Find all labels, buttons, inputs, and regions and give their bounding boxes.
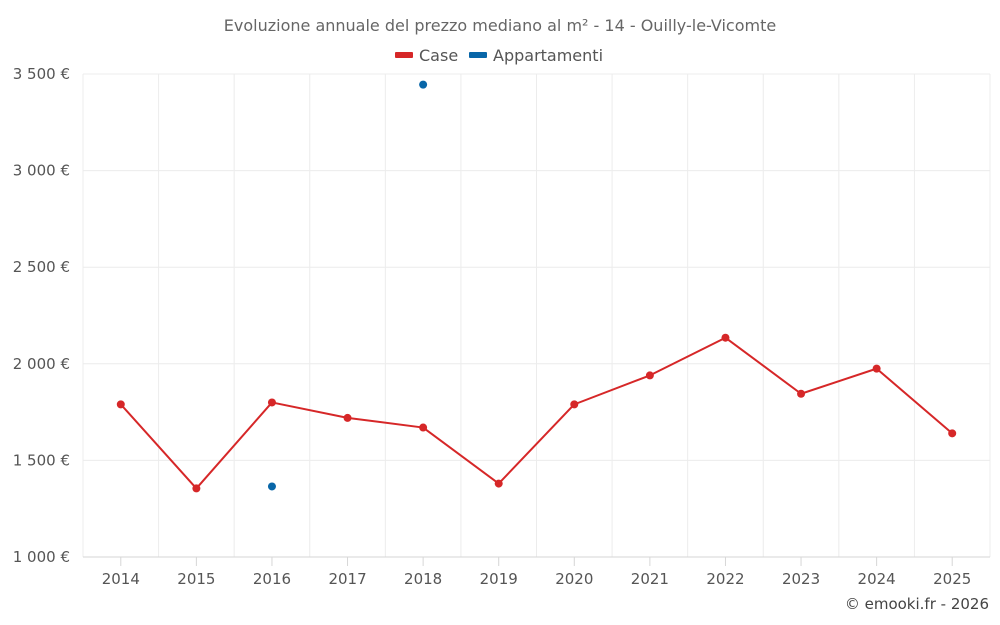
series-line-segment — [648, 336, 727, 377]
x-axis: 2014 2015 2016 2017 2018 2019 2020 2021 2022 2023… — [83, 556, 990, 588]
data-point[interactable] — [267, 398, 276, 407]
x-tick-label: 2023 — [782, 570, 820, 588]
series-line-segment — [573, 374, 651, 406]
legend[interactable]: Case Appartamenti — [395, 46, 603, 65]
y-tick-label: 3 000 € — [13, 162, 70, 180]
legend-item-case[interactable]: Case — [395, 46, 458, 65]
x-tick-label: 2016 — [253, 570, 291, 588]
x-tick-label: 2024 — [858, 570, 896, 588]
grid — [82, 73, 991, 557]
x-tick-label: 2020 — [555, 570, 593, 588]
x-tick-label: 2019 — [480, 570, 518, 588]
series-line-segment — [422, 426, 500, 485]
series-line-segment — [875, 367, 954, 435]
data-point[interactable] — [343, 413, 352, 422]
data-point[interactable] — [419, 80, 428, 89]
chart-title: Evoluzione annuale del prezzo mediano al… — [224, 16, 776, 35]
legend-swatch-appartamenti — [469, 52, 487, 58]
series — [116, 80, 957, 493]
data-point[interactable] — [721, 333, 730, 342]
x-tick-label: 2022 — [706, 570, 744, 588]
legend-swatch-case — [395, 52, 413, 58]
y-tick-label: 3 500 € — [13, 65, 70, 83]
x-tick-label: 2018 — [404, 570, 442, 588]
data-point[interactable] — [116, 400, 125, 409]
x-tick-label: 2015 — [177, 570, 215, 588]
x-tick-label: 2025 — [933, 570, 971, 588]
series-appartamenti[interactable] — [267, 80, 428, 491]
data-point[interactable] — [419, 423, 428, 432]
x-tick-label: 2021 — [631, 570, 669, 588]
data-point[interactable] — [267, 482, 276, 491]
data-point[interactable] — [872, 364, 881, 373]
series-line-segment — [800, 367, 878, 395]
series-line-segment — [119, 403, 198, 490]
legend-label-case: Case — [419, 46, 458, 65]
x-tick-label: 2017 — [328, 570, 366, 588]
series-line-segment — [270, 401, 349, 419]
data-point[interactable] — [494, 479, 503, 488]
data-point[interactable] — [797, 389, 806, 398]
series-line-segment — [724, 336, 803, 395]
data-point[interactable] — [645, 371, 654, 380]
y-tick-label: 2 000 € — [13, 355, 70, 373]
data-point[interactable] — [948, 429, 957, 438]
y-tick-label: 1 000 € — [13, 548, 70, 566]
data-point[interactable] — [192, 484, 201, 493]
legend-label-appartamenti: Appartamenti — [493, 46, 603, 65]
series-line-segment — [195, 401, 273, 490]
y-tick-label: 2 500 € — [13, 258, 70, 276]
series-line-segment — [346, 416, 425, 429]
legend-item-appartamenti[interactable]: Appartamenti — [469, 46, 603, 65]
series-line-segment — [497, 403, 576, 485]
series-case[interactable] — [116, 333, 957, 493]
y-axis: 1 000 € 1 500 € 2 000 € 2 500 € 3 000 € 3 500… — [13, 65, 70, 566]
data-point[interactable] — [570, 400, 579, 409]
y-tick-label: 1 500 € — [13, 451, 70, 469]
x-tick-label: 2014 — [102, 570, 140, 588]
credit-text: © emooki.fr - 2026 — [845, 595, 989, 613]
